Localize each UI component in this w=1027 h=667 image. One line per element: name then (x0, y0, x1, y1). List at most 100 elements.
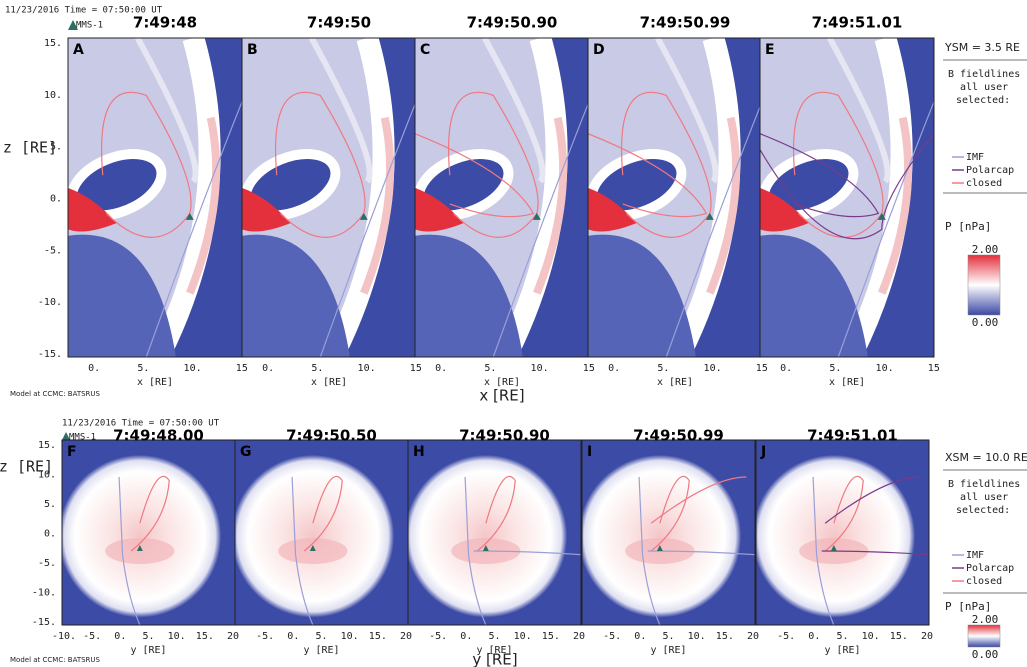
panel-letter: B (247, 42, 258, 58)
x-tick-label: 5. (137, 363, 149, 374)
x-unit-label: y [RE] (650, 645, 686, 656)
colorbar-min: 0.00 (972, 316, 999, 329)
x-tick-label: 0. (114, 631, 126, 642)
y-axis-label: z [RE] (3, 139, 57, 157)
x-tick-label: 5. (662, 631, 674, 642)
x-unit-label: y [RE] (130, 645, 166, 656)
panel: H7:49:50.90-5.0.5.10.15.20y [RE] (405, 427, 585, 657)
x-tick-label: 0. (88, 363, 100, 374)
x-tick-label: 5. (311, 363, 323, 374)
x-tick-label: 15 (410, 363, 422, 374)
x-tick-label: 15. (542, 631, 560, 642)
legend-subtitle: all user (960, 82, 1008, 93)
x-tick-label: 0. (808, 631, 820, 642)
x-unit-label: x [RE] (829, 377, 865, 388)
y-tick-label: -15. (32, 617, 56, 628)
panel: A7:49:480.5.10.15x [RE] (63, 14, 248, 389)
magnetosphere (59, 455, 222, 618)
panel-letter: A (73, 42, 84, 58)
panel-letter: J (760, 444, 766, 460)
panel-time: 7:49:50.90 (459, 427, 550, 445)
x-tick-label: 20 (921, 631, 933, 642)
x-unit-label: y [RE] (824, 645, 860, 656)
x-tick-label: 5. (657, 363, 669, 374)
legend-subtitle: all user (960, 492, 1008, 503)
x-tick-label: 5. (484, 363, 496, 374)
x-tick-label: 20 (573, 631, 585, 642)
panel-time: 7:49:50.99 (633, 427, 724, 445)
panel-time: 7:49:50.50 (286, 427, 377, 445)
colorbar-title: P [nPa] (945, 220, 991, 233)
x-tick-label: 20 (400, 631, 412, 642)
y-tick-label: 15. (38, 440, 56, 451)
x-tick-label: 5. (836, 631, 848, 642)
colorbar (968, 625, 1000, 647)
x-tick-label: 10. (704, 363, 722, 374)
pressure-map (579, 440, 755, 625)
panel-time: 7:49:50 (307, 14, 371, 32)
pressure-map (583, 38, 762, 357)
colorbar-max: 2.00 (972, 613, 999, 626)
magnetosphere (232, 455, 395, 618)
panel-letter: F (67, 444, 77, 460)
magnetosphere (405, 455, 568, 618)
spacecraft-label: MMS-1 (76, 21, 103, 31)
pressure-map (63, 38, 242, 357)
y-tick-label: 15. (44, 38, 62, 49)
legend-item: IMF (966, 152, 984, 163)
legend-subtitle: selected: (956, 505, 1010, 516)
legend-item: closed (966, 576, 1002, 587)
x-tick-label: 15. (716, 631, 734, 642)
x-tick-label: 15. (196, 631, 214, 642)
panel-time: 7:49:50.90 (467, 14, 558, 32)
legend-title: B fieldlines (948, 479, 1020, 490)
pressure-map (237, 38, 416, 357)
colorbar-max: 2.00 (972, 243, 999, 256)
y-tick-label: 5. (44, 499, 56, 510)
colorbar-title: P [nPa] (945, 600, 991, 613)
x-tick-label: 0. (262, 363, 274, 374)
x-tick-label: 10. (531, 363, 549, 374)
x-tick-label: 0. (460, 631, 472, 642)
panel-time: 7:49:48 (133, 14, 197, 32)
y-tick-label: 10. (38, 470, 56, 481)
panel: F7:49:48.00-10.-5.0.5.10.15.20y [RE] (52, 427, 239, 657)
x-tick-label: 20 (227, 631, 239, 642)
x-tick-label: 10. (876, 363, 894, 374)
colorbar-min: 0.00 (972, 648, 999, 661)
y-tick-label: 5. (50, 142, 62, 153)
x-tick-label: 0. (634, 631, 646, 642)
x-tick-label: 0. (287, 631, 299, 642)
panel: I7:49:50.99-5.0.5.10.15.20y [RE] (579, 427, 759, 657)
credit: Model at CCMC: BATSRUS (10, 390, 101, 398)
x-tick-label: 10. (688, 631, 706, 642)
x-unit-label: x [RE] (484, 377, 520, 388)
panel-letter: E (765, 42, 775, 58)
x-unit-label: x [RE] (137, 377, 173, 388)
x-tick-label: 10. (862, 631, 880, 642)
x-tick-label: 10. (168, 631, 186, 642)
x-tick-label: 5. (829, 363, 841, 374)
credit: Model at CCMC: BATSRUS (10, 656, 101, 664)
panel-letter: C (420, 42, 430, 58)
x-tick-label: 15 (928, 363, 940, 374)
x-tick-label: 0. (608, 363, 620, 374)
x-axis-label: x [RE] (479, 387, 524, 405)
colorbar (968, 255, 1000, 315)
pressure-map (410, 38, 589, 357)
panel: J7:49:51.01-5.0.5.10.15.20y [RE] (753, 427, 933, 657)
magnetosphere (753, 455, 916, 618)
magnetosphere (579, 455, 742, 618)
y-tick-label: 10. (44, 90, 62, 101)
panel-time: 7:49:48.00 (113, 427, 204, 445)
pressure-map (232, 440, 408, 625)
x-tick-label: 20 (747, 631, 759, 642)
panel-letter: I (587, 444, 592, 460)
pressure-map (59, 440, 235, 625)
y-tick-label: -10. (38, 297, 62, 308)
legend-subtitle: selected: (956, 95, 1010, 106)
panel: G7:49:50.50-5.0.5.10.15.20y [RE] (232, 427, 412, 657)
y-tick-label: -15. (38, 349, 62, 360)
y-tick-label: -5. (38, 558, 56, 569)
y-tick-label: 0. (50, 194, 62, 205)
